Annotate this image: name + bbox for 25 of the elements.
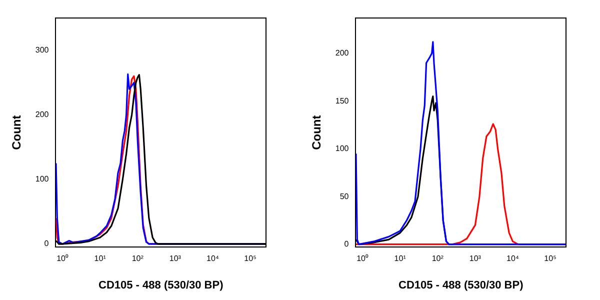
y-tick-label: 100	[35, 174, 50, 184]
x-tick-label: 10⁵	[544, 254, 556, 264]
y-axis-title: Count	[310, 115, 324, 150]
y-axis-title: Count	[10, 115, 24, 150]
y-tick-label: 100	[335, 144, 350, 154]
x-tick-label: 10³	[169, 254, 182, 264]
x-tick-label: 10¹	[394, 254, 406, 264]
y-tick-label: 0	[44, 239, 50, 248]
x-tick-label: 10²	[132, 254, 144, 264]
x-tick-label: 10³	[469, 254, 482, 264]
x-tick-label: 10⁰	[356, 254, 368, 264]
x-tick-label: 10⁴	[206, 254, 220, 264]
y-tick-label: 50	[340, 192, 350, 201]
x-tick-label: 10⁰	[56, 254, 68, 264]
x-tick-label: 10⁴	[506, 254, 520, 264]
x-tick-label: 10⁵	[244, 254, 256, 264]
x-axis-title: CD105 - 488 (530/30 BP)	[398, 279, 524, 292]
y-tick-label: 300	[35, 45, 50, 54]
y-tick-label: 0	[344, 240, 350, 249]
y-tick-label: 200	[335, 48, 350, 58]
y-tick-label: 200	[35, 110, 50, 120]
y-tick-label: 150	[335, 96, 350, 106]
x-axis-title: CD105 - 488 (530/30 BP)	[98, 279, 224, 292]
x-tick-label: 10¹	[94, 254, 106, 264]
x-tick-label: 10²	[432, 254, 444, 264]
